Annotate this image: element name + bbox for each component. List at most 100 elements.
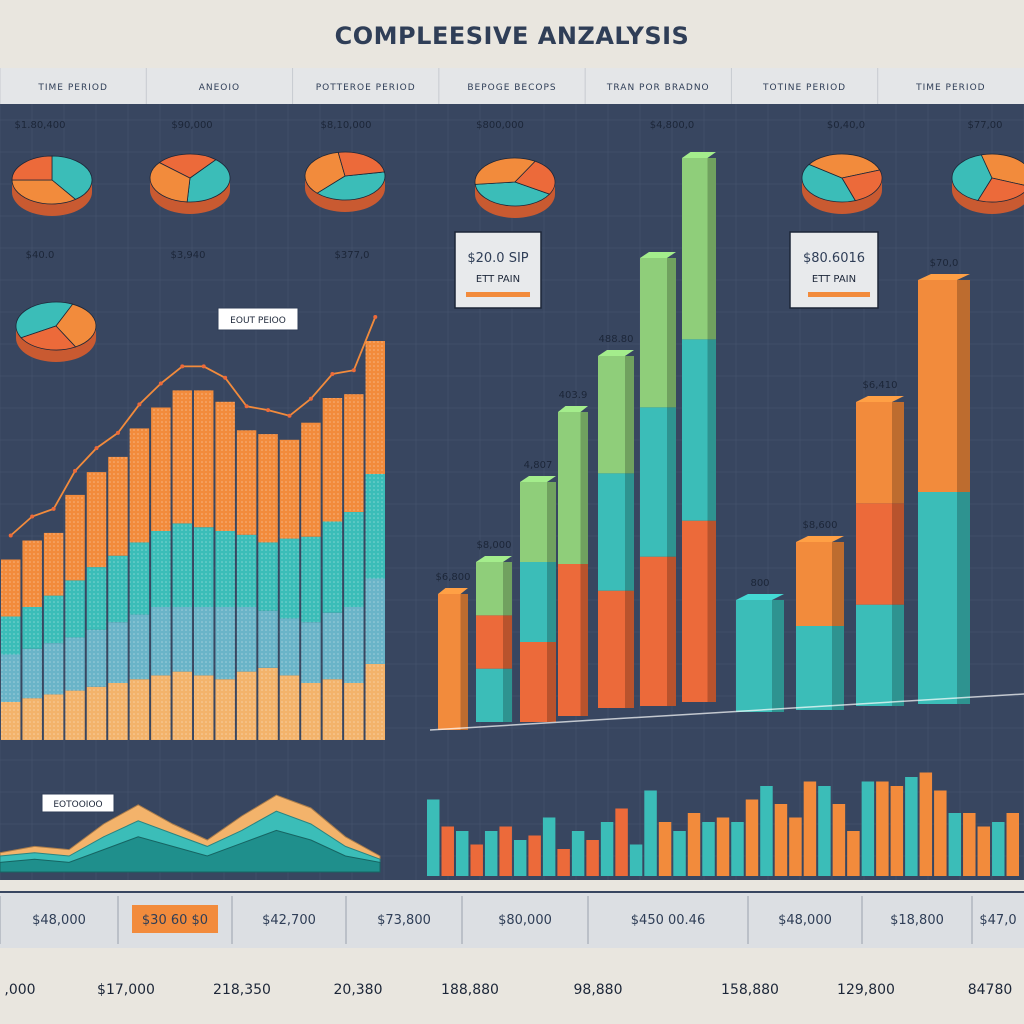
bar-side	[892, 402, 904, 504]
bar-side	[503, 668, 512, 722]
stacked-texture	[365, 474, 385, 579]
bar-side	[625, 356, 634, 474]
bar-front	[918, 280, 957, 492]
bar-front	[598, 473, 625, 591]
bottom-bar	[716, 817, 730, 876]
stacked-texture	[258, 434, 278, 543]
stacked-texture	[215, 531, 235, 607]
bar-front	[640, 556, 667, 706]
trend-line	[8, 315, 378, 538]
stacked-texture	[129, 614, 150, 680]
pie-slice	[514, 160, 556, 195]
bottom-value: 129,800	[837, 982, 895, 998]
trend-point	[201, 364, 206, 369]
bottom-bar	[571, 831, 585, 876]
trend-point	[308, 396, 313, 401]
bar-front	[682, 339, 708, 521]
stacked-texture	[279, 618, 300, 676]
bottom-bar	[441, 826, 454, 876]
bar-front	[736, 600, 772, 712]
bottom-bar-chart	[427, 772, 1019, 876]
bar-side	[667, 407, 676, 557]
bar-front	[796, 626, 832, 710]
bottom-bar	[687, 813, 701, 876]
stacked-texture	[301, 622, 321, 683]
stacked-texture	[108, 555, 128, 623]
bar-side	[547, 562, 556, 642]
bar-side	[625, 473, 634, 591]
footer-cell: $30 60 $0	[142, 913, 208, 928]
stacked-texture	[108, 683, 128, 740]
pie-slice	[51, 155, 93, 200]
column-headers: TIME PERIOD ANEOIO POTTEROE PERIOD BEPOGE B…	[0, 68, 986, 104]
bar-label: $6,410	[863, 380, 898, 391]
bar-3d	[640, 252, 676, 706]
footer-cell: $48,000	[778, 913, 832, 928]
bar-top	[736, 594, 784, 600]
stacked-texture	[344, 683, 364, 740]
bottom-values: ,000 $17,000 218,350 20,380 188,880 98,880 158…	[4, 982, 1012, 998]
bar-label: 4,807	[524, 460, 553, 471]
header-strip	[0, 68, 1024, 104]
trend-polyline	[10, 316, 377, 537]
pie-chart	[304, 151, 386, 212]
stacked-texture	[65, 494, 85, 581]
bar-front	[918, 492, 957, 704]
stacked-texture	[236, 430, 257, 535]
top-value-label: $4,800,0	[650, 120, 695, 131]
bar-top	[438, 588, 468, 594]
stacked-texture	[344, 607, 364, 683]
bar-side	[957, 492, 970, 704]
bar-label: $6,800	[436, 572, 471, 583]
bar-label: 488.80	[599, 334, 634, 345]
left-callout: EOUT PEIOO	[217, 307, 299, 331]
bar-3d	[796, 536, 844, 710]
bar-front	[438, 594, 461, 730]
pie-slice	[841, 169, 883, 202]
bottom-callout-text: EOTOOIOO	[53, 800, 102, 810]
trend-point	[287, 413, 292, 418]
top-value-label: $8,10,000	[321, 120, 372, 131]
top-value-label: $800,000	[476, 120, 524, 131]
footer-cell: $42,700	[262, 913, 316, 928]
stacked-texture	[1, 616, 21, 655]
stacked-texture	[365, 341, 385, 474]
stacked-texture	[1, 559, 21, 617]
bar-front	[476, 668, 503, 722]
bar-side	[580, 412, 588, 564]
footer-cell: $48,000	[32, 913, 86, 928]
bottom-value: 158,880	[721, 982, 779, 998]
bottom-bar	[789, 817, 802, 876]
bar-top	[558, 406, 588, 412]
stacked-texture	[43, 694, 64, 740]
footer-cell: $80,000	[498, 913, 552, 928]
bottom-bar	[600, 822, 614, 876]
bottom-bar	[832, 804, 846, 876]
bottom-bar	[513, 840, 527, 876]
bottom-bar	[702, 822, 715, 876]
bar-top	[520, 476, 556, 482]
column-header: TIME PERIOD	[915, 83, 986, 93]
bottom-bar	[528, 835, 541, 876]
trend-point	[137, 402, 142, 407]
stacked-texture	[86, 686, 107, 740]
stacked-texture	[236, 607, 257, 672]
stacked-texture	[22, 607, 42, 649]
trend-point	[244, 404, 249, 409]
trend-point	[373, 315, 378, 319]
column-header: POTTEROE PERIOD	[316, 83, 416, 93]
bar-side	[667, 556, 676, 706]
mid-value-label: $377,0	[335, 250, 370, 261]
bottom-bar	[542, 817, 556, 876]
pie-chart	[11, 155, 93, 216]
bar-top	[856, 396, 904, 402]
top-value-label: $90,000	[171, 120, 212, 131]
bar-axis	[429, 693, 1024, 731]
bar-side	[832, 626, 844, 710]
pie-chart	[149, 153, 231, 214]
bar-top	[918, 274, 970, 280]
pie-slice	[951, 154, 993, 201]
pie-slice	[337, 151, 385, 177]
bottom-value: $17,000	[97, 982, 155, 998]
pie-slice	[149, 162, 191, 203]
